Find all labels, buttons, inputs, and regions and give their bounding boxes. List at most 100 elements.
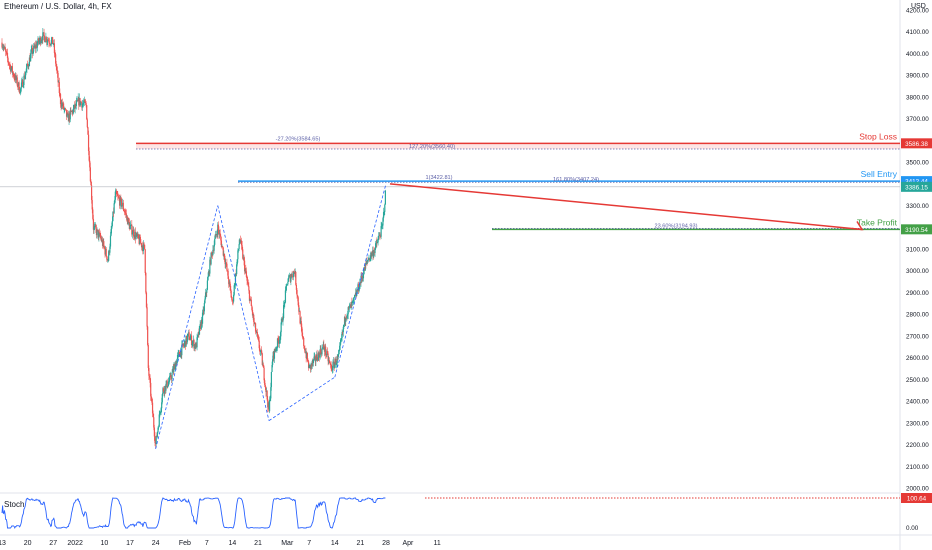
candle-body <box>290 277 292 282</box>
candle-body <box>328 360 330 362</box>
candle-body <box>276 338 279 348</box>
candle-body <box>172 368 174 373</box>
candle-body <box>278 339 280 344</box>
candle-body <box>26 63 28 69</box>
candle-body <box>203 302 205 312</box>
candle-body <box>240 240 243 246</box>
candle-body <box>348 307 350 308</box>
candle-body <box>342 326 344 333</box>
candle-body <box>10 68 12 72</box>
candle-body <box>147 345 149 369</box>
candle-body <box>237 250 239 260</box>
candle-body <box>106 259 109 260</box>
candle-body <box>202 310 204 313</box>
projection-arrowhead <box>851 221 864 231</box>
candle-body <box>285 286 287 291</box>
candle-body <box>247 283 249 287</box>
candle-body <box>25 72 27 76</box>
candle-body <box>187 332 190 334</box>
candle-body <box>23 75 25 86</box>
candle-body <box>181 343 184 345</box>
candle-body <box>316 354 318 360</box>
candle-body <box>284 290 287 303</box>
candle-body <box>243 257 245 261</box>
candle-body <box>18 82 20 92</box>
candle-body <box>94 225 96 226</box>
fib-label-profit: 23.60%(3194.93) <box>655 223 698 229</box>
candle-body <box>274 349 276 351</box>
candle-body <box>45 37 47 42</box>
candle-body <box>145 272 147 293</box>
candle-body <box>140 243 143 248</box>
candle-body <box>193 340 195 349</box>
candle-body <box>242 257 244 259</box>
price-tick-label: 3000.00 <box>906 268 929 275</box>
candle-body <box>262 364 264 366</box>
candle-body <box>123 209 125 211</box>
candle-body <box>379 236 382 238</box>
candle-body <box>337 356 339 357</box>
take-profit-price-tag-text: 3190.54 <box>905 227 928 234</box>
price-axis[interactable]: 4200.00 4100.00 4000.00 3900.00 3800.00 3700.… <box>901 8 932 533</box>
candle-body <box>367 259 369 261</box>
candle-body <box>246 277 248 281</box>
candle-body <box>11 66 13 69</box>
candle-body <box>340 337 343 341</box>
candle-body <box>101 239 104 246</box>
candle-body <box>326 351 329 354</box>
fib-label-entry: 1(3422.81) <box>425 175 452 181</box>
candle-body <box>29 57 31 62</box>
candle-body <box>197 332 199 336</box>
candle-body <box>98 232 101 233</box>
candle-body <box>55 63 57 68</box>
candle-body <box>384 204 386 212</box>
candle-body <box>134 231 136 238</box>
candle-body <box>126 216 129 225</box>
candle-body <box>55 54 57 64</box>
candle-body <box>11 66 13 74</box>
candle-body <box>3 47 5 49</box>
candle-body <box>56 70 59 74</box>
candle-body <box>219 233 221 237</box>
price-tick-label: 3800.00 <box>906 94 929 101</box>
candle-body <box>27 63 29 66</box>
candle-body <box>31 48 34 54</box>
candle-body <box>136 233 138 237</box>
chart-drawings: -27.20%(3584.65) 127.20%(3560.40) 1(3422.8… <box>0 131 900 449</box>
symbol-title[interactable]: Ethereum / U.S. Dollar, 4h, FX <box>4 2 112 11</box>
candle-body <box>85 103 87 106</box>
stoch-indicator-label[interactable]: Stoch <box>4 500 25 509</box>
candle-body <box>14 77 16 80</box>
candle-body <box>192 342 194 344</box>
candle-body <box>299 311 301 324</box>
candle-body <box>239 239 241 245</box>
candle-body <box>117 195 119 197</box>
wave-pattern-segment <box>155 205 219 449</box>
stop-loss-zone <box>136 143 900 149</box>
time-axis[interactable]: 13 20 27 2022 10 17 24 Feb 7 14 21 Mar 7 14 21 28 Apr 11 <box>0 540 441 547</box>
candle-body <box>191 343 193 345</box>
candle-body <box>236 259 238 265</box>
candle-body <box>341 331 343 338</box>
candle-body <box>5 51 7 53</box>
candle-body <box>272 359 274 366</box>
candle-body <box>114 191 116 200</box>
candle-body <box>296 289 298 296</box>
stop-loss-price-tag-text: 3586.38 <box>905 141 928 148</box>
candle-body <box>219 233 221 235</box>
candle-body <box>198 326 201 335</box>
candle-body <box>309 364 312 369</box>
candle-body <box>186 336 188 343</box>
candle-body <box>273 349 276 359</box>
time-tick-label: 21 <box>357 540 365 547</box>
candle-body <box>292 271 294 278</box>
candle-body <box>258 337 260 341</box>
candle-body <box>364 263 366 271</box>
candle-body <box>327 353 329 362</box>
candle-body <box>125 212 127 214</box>
price-tick-label: 4200.00 <box>906 8 929 15</box>
candle-body <box>42 32 44 41</box>
candle-body <box>53 43 55 44</box>
candle-body <box>209 259 211 274</box>
